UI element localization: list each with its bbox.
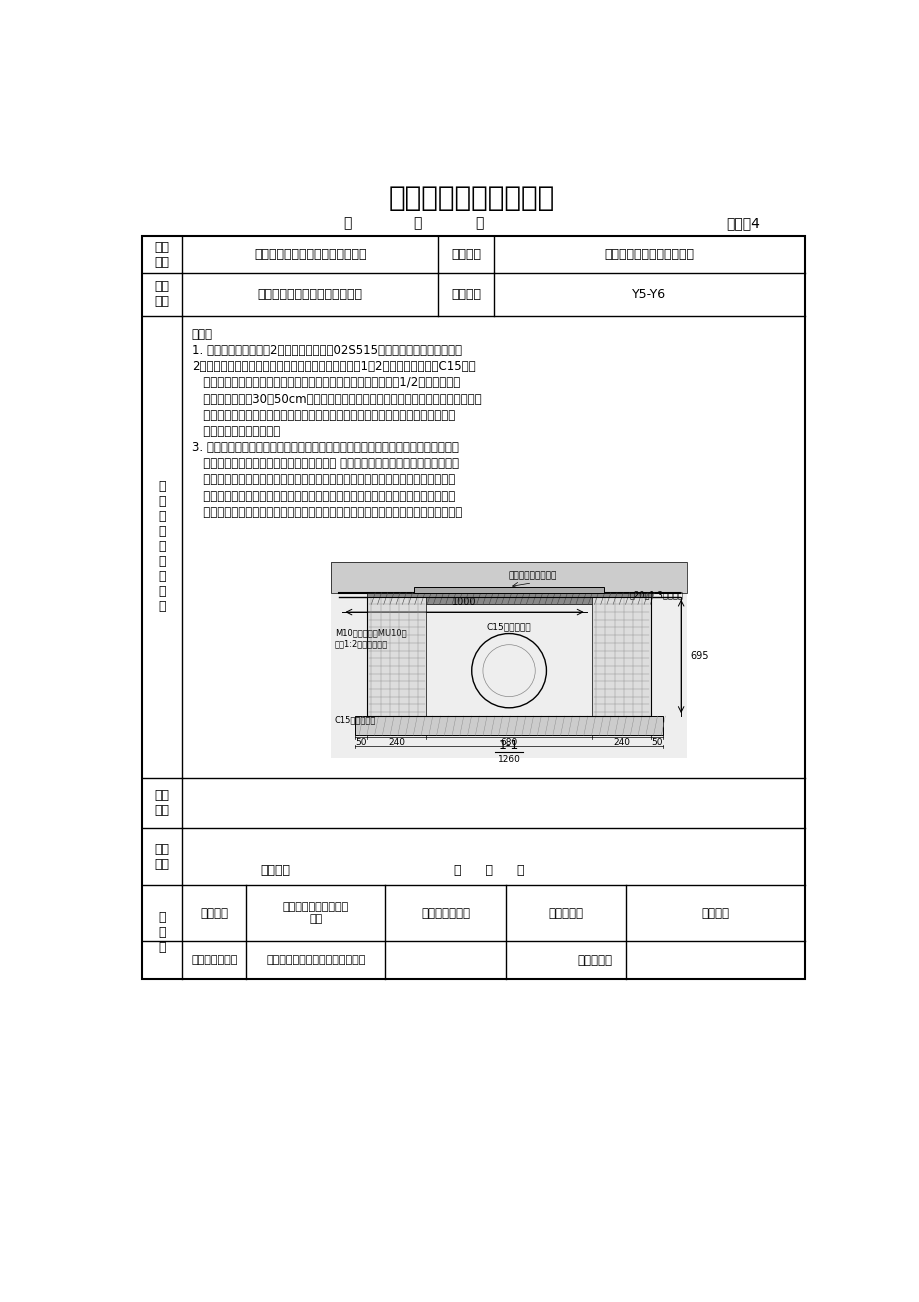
Text: 50: 50	[651, 738, 662, 747]
Text: 1000: 1000	[452, 598, 476, 608]
Text: 流失井室造成管内堵塞！: 流失井室造成管内堵塞！	[191, 424, 279, 437]
Text: M10水泥砂浆砌MU10砖
砌内1:2水泥砂浆勾缝: M10水泥砂浆砌MU10砖 砌内1:2水泥砂浆勾缝	[335, 629, 406, 648]
Bar	[331, 562, 686, 592]
Bar	[367, 592, 650, 604]
Bar	[414, 587, 603, 592]
Text: 2．检查井为砖砌，抹面、勾缝、座浆、抹三角灰均用1：2水泥砂浆，井基为C15砼，: 2．检查井为砖砌，抹面、勾缝、座浆、抹三角灰均用1：2水泥砂浆，井基为C15砼，	[191, 361, 475, 374]
Text: 厚度同干管管基厚。检查井内需做流槽，流槽高度为干管管径的1/2。管道接入井: 厚度同干管管基厚。检查井内需做流槽，流槽高度为干管管径的1/2。管道接入井	[191, 376, 460, 389]
Text: 1-1: 1-1	[498, 740, 518, 753]
Text: 240: 240	[388, 738, 405, 747]
Text: 尺井深尺寸、井底高程、井口高程、踏步、脚窝、溜槽均符合设计及规范标准要求。: 尺井深尺寸、井底高程、井口高程、踏步、脚窝、溜槽均符合设计及规范标准要求。	[191, 505, 461, 518]
Text: 室，井壁应留有30－50cm的环缝，用油麻、水泥砂浆填塞，以适应不均匀沉陷，防: 室，井壁应留有30－50cm的环缝，用油麻、水泥砂浆填塞，以适应不均匀沉陷，防	[191, 393, 481, 406]
Text: 止渗漏和压坏管道。雨季砌筑井室时，应在管道铺设后一次砌起，防止雨水、泥土: 止渗漏和压坏管道。雨季砌筑井室时，应在管道铺设后一次砌起，防止雨水、泥土	[191, 409, 455, 422]
Text: 隐蔽工程检查验收记录: 隐蔽工程检查验收记录	[388, 184, 554, 212]
Text: 695: 695	[689, 651, 709, 661]
Text: 专业技术负责人: 专业技术负责人	[421, 906, 470, 919]
Text: 邓州市工程建设监理有限责任公司: 邓州市工程建设监理有限责任公司	[266, 956, 365, 965]
Text: 处理
意见: 处理 意见	[154, 842, 170, 871]
Text: 室无渗水、水珠井壁抹面平整密实，无裂缝 井内部结构符合设计和水利工艺要求，: 室无渗水、水珠井壁抹面平整密实，无裂缝 井内部结构符合设计和水利工艺要求，	[191, 457, 459, 470]
Text: 专业质检员: 专业质检员	[548, 906, 583, 919]
Text: 专业工程师: 专业工程师	[577, 953, 612, 966]
Text: 监理或建设单位: 监理或建设单位	[191, 956, 237, 965]
Text: 厚20厚1:3水泥砂浆: 厚20厚1:3水泥砂浆	[629, 590, 683, 599]
Text: Y5-Y6: Y5-Y6	[631, 288, 665, 301]
Text: C15混凝土基础: C15混凝土基础	[335, 715, 376, 724]
Text: 680: 680	[500, 738, 517, 747]
Bar	[142, 237, 804, 979]
Text: 施工单位: 施工单位	[450, 249, 481, 262]
Text: 月: 月	[413, 216, 421, 230]
Text: 3. 经检查，所用原材料符合设计要求，砌体灰浆饱满、灰缝直顺，无通缝、瞎缝；井: 3. 经检查，所用原材料符合设计要求，砌体灰浆饱满、灰缝直顺，无通缝、瞎缝；井	[191, 441, 458, 454]
Text: 确、牢固，井盖、座规格符合设计要求；砂浆、砼强度、平面轴线位置、结构断面: 确、牢固，井盖、座规格符合设计要求；砂浆、砼强度、平面轴线位置、结构断面	[191, 490, 455, 503]
Text: 1260: 1260	[497, 755, 520, 763]
Bar	[367, 596, 425, 716]
Text: 河南天工建设集团有限
公司: 河南天工建设集团有限 公司	[282, 902, 348, 924]
Bar	[355, 716, 663, 736]
Text: 施工单位: 施工单位	[200, 906, 228, 919]
Text: 质检表4: 质检表4	[725, 216, 759, 230]
Text: 年      月      日: 年 月 日	[453, 863, 524, 876]
Text: 复检人：: 复检人：	[260, 863, 289, 876]
Text: 工程
名称: 工程 名称	[154, 241, 170, 268]
Text: 日: 日	[474, 216, 482, 230]
Text: 隐
检
内
容
及
检
查
情
况: 隐 检 内 容 及 检 查 情 况	[158, 480, 165, 613]
Text: 隐检范围: 隐检范围	[450, 288, 481, 301]
Text: 签
字
栏: 签 字 栏	[158, 911, 165, 954]
Bar	[331, 562, 686, 592]
Text: 年: 年	[343, 216, 351, 230]
Text: 专业工长: 专业工长	[700, 906, 729, 919]
Text: 验收
意见: 验收 意见	[154, 789, 170, 816]
Bar	[367, 596, 650, 716]
Text: 隐检
项目: 隐检 项目	[154, 280, 170, 309]
Text: C15钢石混凝土: C15钢石混凝土	[486, 622, 531, 631]
Text: 河南天工建设集团有限公司: 河南天工建设集团有限公司	[604, 249, 694, 262]
Text: 50: 50	[356, 738, 367, 747]
Text: 位置及尺寸正确，无建筑垃圾等杂物；流槽平顺、圆滑、光洁，井室内踏步位置正: 位置及尺寸正确，无建筑垃圾等杂物；流槽平顺、圆滑、光洁，井室内踏步位置正	[191, 474, 455, 487]
Text: 240: 240	[612, 738, 630, 747]
Text: 说明：: 说明：	[191, 328, 212, 341]
Text: 邓州革命传统教育展览馆（外网）: 邓州革命传统教育展览馆（外网）	[254, 249, 366, 262]
Text: 1. 该段雨水检查井共有2座，按照标准图集02S515进行施工，检查井见附图。: 1. 该段雨水检查井共有2座，按照标准图集02S515进行施工，检查井见附图。	[191, 344, 461, 357]
Text: 铸铁井盖及砖砌踏步: 铸铁井盖及砖砌踏步	[507, 572, 556, 581]
Bar	[592, 596, 650, 716]
Text: 砖砌方形雨水检查井（盖板式）: 砖砌方形雨水检查井（盖板式）	[257, 288, 362, 301]
Bar	[331, 562, 686, 758]
